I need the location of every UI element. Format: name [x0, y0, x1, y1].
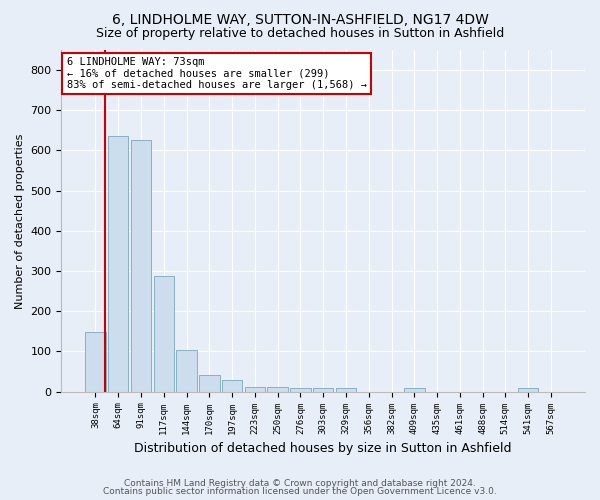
Bar — [313, 388, 334, 392]
Bar — [199, 375, 220, 392]
Bar — [290, 388, 311, 392]
Bar — [336, 388, 356, 392]
Bar — [245, 387, 265, 392]
Text: 6, LINDHOLME WAY, SUTTON-IN-ASHFIELD, NG17 4DW: 6, LINDHOLME WAY, SUTTON-IN-ASHFIELD, NG… — [112, 12, 488, 26]
Bar — [154, 276, 174, 392]
X-axis label: Distribution of detached houses by size in Sutton in Ashfield: Distribution of detached houses by size … — [134, 442, 512, 455]
Bar — [518, 388, 538, 392]
Bar — [108, 136, 128, 392]
Bar — [131, 140, 151, 392]
Bar — [176, 350, 197, 392]
Bar — [268, 387, 288, 392]
Text: Contains public sector information licensed under the Open Government Licence v3: Contains public sector information licen… — [103, 487, 497, 496]
Bar — [85, 332, 106, 392]
Text: Contains HM Land Registry data © Crown copyright and database right 2024.: Contains HM Land Registry data © Crown c… — [124, 478, 476, 488]
Text: Size of property relative to detached houses in Sutton in Ashfield: Size of property relative to detached ho… — [96, 28, 504, 40]
Text: 6 LINDHOLME WAY: 73sqm
← 16% of detached houses are smaller (299)
83% of semi-de: 6 LINDHOLME WAY: 73sqm ← 16% of detached… — [67, 57, 367, 90]
Y-axis label: Number of detached properties: Number of detached properties — [15, 133, 25, 308]
Bar — [222, 380, 242, 392]
Bar — [404, 388, 425, 392]
